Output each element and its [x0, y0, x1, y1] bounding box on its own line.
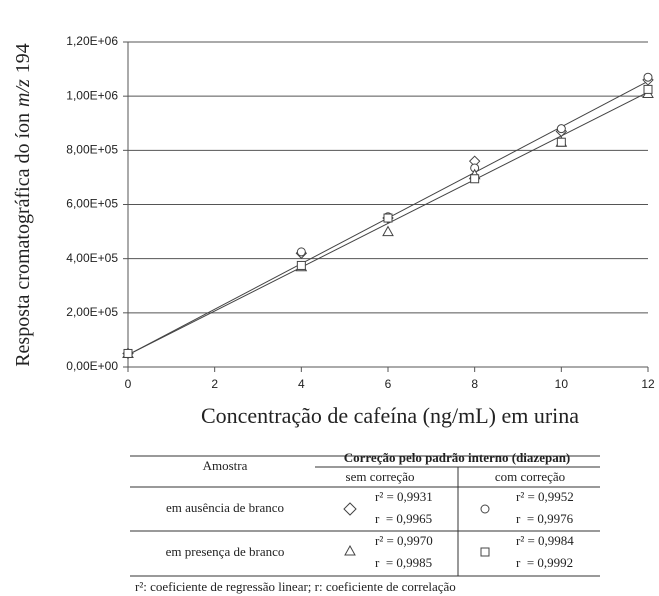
table-cell: em ausência de branco — [166, 500, 284, 515]
legend-symbol — [480, 504, 490, 514]
footnote: r²: coeficiente de regressão linear; r: … — [135, 579, 456, 594]
table-cell: em presença de branco — [166, 544, 285, 559]
x-tick-label: 12 — [641, 377, 655, 391]
x-axis-label: Concentração de cafeína (ng/mL) em urina — [201, 403, 579, 428]
legend-symbol — [343, 502, 357, 516]
x-tick-label: 0 — [125, 377, 132, 391]
y-tick-label: 2,00E+05 — [66, 305, 118, 319]
table-header: Amostra — [203, 458, 248, 473]
point — [383, 213, 393, 223]
legend-symbol — [344, 544, 356, 556]
table-cell: r² = 0,9952 — [516, 489, 574, 504]
x-tick-label: 4 — [298, 377, 305, 391]
x-tick-label: 6 — [385, 377, 392, 391]
point — [556, 137, 566, 147]
y-axis-label: Resposta cromatográfica do íon m/z 194 — [12, 43, 34, 367]
table-cell: r² = 0,9970 — [375, 533, 433, 548]
x-tick-label: 10 — [555, 377, 569, 391]
point — [123, 348, 133, 358]
y-tick-label: 6,00E+05 — [66, 197, 118, 211]
table — [130, 455, 600, 577]
y-label-part: 194 — [12, 43, 34, 73]
point — [382, 225, 394, 237]
y-tick-label: 0,00E+00 — [66, 359, 118, 373]
point — [643, 84, 653, 94]
table-cell: r = 0,9965 — [375, 511, 432, 526]
x-tick-label: 8 — [471, 377, 478, 391]
table-header: sem correção — [346, 469, 415, 484]
y-tick-label: 1,00E+06 — [66, 88, 118, 102]
y-tick-label: 8,00E+05 — [66, 143, 118, 157]
x-tick-label: 2 — [211, 377, 218, 391]
point — [470, 174, 480, 184]
table-cell: r = 0,9985 — [375, 555, 432, 570]
y-label-part: m/z — [12, 79, 34, 107]
point — [643, 72, 653, 82]
point — [296, 260, 306, 270]
point — [556, 124, 566, 134]
table-cell: r² = 0,9931 — [375, 489, 433, 504]
table-cell: r = 0,9992 — [516, 555, 573, 570]
table-cell: r² = 0,9984 — [516, 533, 574, 548]
table-cell: r = 0,9976 — [516, 511, 574, 526]
table-header: com correção — [495, 469, 565, 484]
y-label-part: Resposta cromatográfica do íon — [12, 113, 34, 367]
y-tick-label: 4,00E+05 — [66, 251, 118, 265]
point — [296, 247, 306, 257]
table-header: Correção pelo padrão interno (diazepan) — [344, 450, 571, 465]
y-tick-label: 1,20E+06 — [66, 34, 118, 48]
legend-symbol — [480, 547, 490, 557]
